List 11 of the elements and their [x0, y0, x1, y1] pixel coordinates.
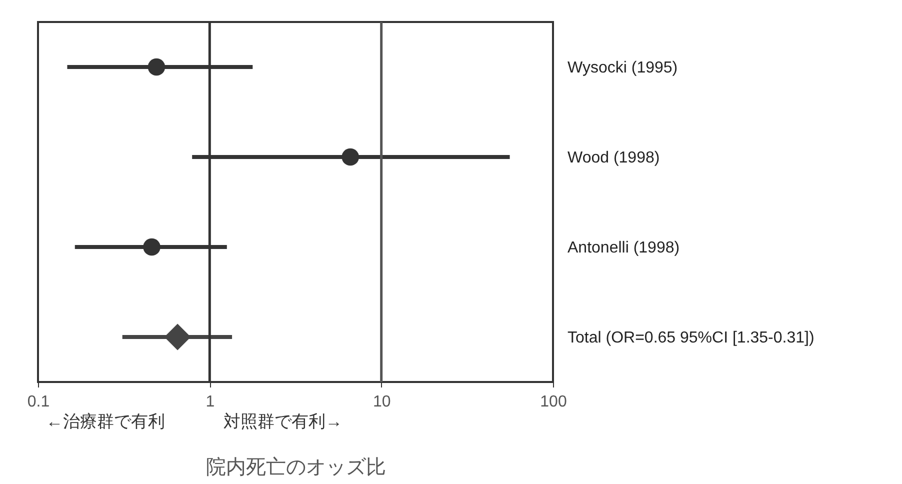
y-tick-label: Wood (1998)	[568, 150, 660, 166]
x-tick-label: 100	[540, 394, 567, 410]
y-tick-label: Wysocki (1995)	[568, 60, 678, 76]
y-tick-label: Total (OR=0.65 95%CI [1.35-0.31])	[568, 330, 814, 346]
x-tick-label: 1	[206, 394, 215, 410]
text: ←治療群で有利	[46, 412, 165, 431]
text: 対照群で有利→	[223, 412, 342, 431]
x-tick-label: 10	[372, 394, 391, 410]
y-tick-label: Antonelli (1998)	[568, 240, 680, 256]
x-axis-title: 院内死亡のオッズ比	[206, 456, 386, 478]
x-tick-label: 0.1	[27, 394, 50, 410]
